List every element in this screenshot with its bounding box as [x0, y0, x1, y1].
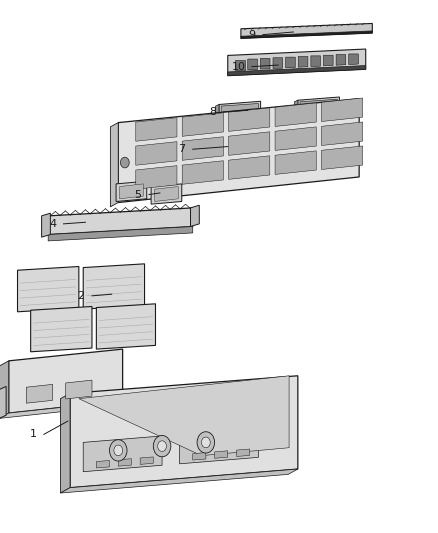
- Polygon shape: [116, 181, 147, 201]
- Polygon shape: [191, 205, 199, 227]
- Polygon shape: [140, 457, 153, 464]
- Polygon shape: [298, 97, 339, 112]
- Polygon shape: [311, 56, 321, 67]
- Polygon shape: [237, 449, 250, 456]
- Polygon shape: [273, 58, 283, 68]
- Polygon shape: [70, 376, 298, 488]
- Polygon shape: [48, 208, 193, 235]
- Polygon shape: [31, 306, 92, 352]
- Polygon shape: [60, 393, 70, 493]
- Text: 4: 4: [49, 219, 56, 229]
- Text: 5: 5: [134, 190, 141, 199]
- Polygon shape: [275, 151, 316, 174]
- Polygon shape: [182, 161, 223, 184]
- Circle shape: [110, 440, 127, 461]
- Polygon shape: [241, 23, 372, 38]
- Text: 1: 1: [29, 430, 36, 439]
- Polygon shape: [248, 59, 258, 70]
- Polygon shape: [155, 187, 178, 201]
- Polygon shape: [66, 380, 92, 399]
- Polygon shape: [79, 376, 289, 456]
- Text: 8: 8: [209, 107, 216, 117]
- Polygon shape: [275, 127, 316, 150]
- Polygon shape: [228, 66, 366, 76]
- Polygon shape: [60, 469, 298, 493]
- Polygon shape: [275, 103, 316, 126]
- Polygon shape: [241, 31, 372, 38]
- Polygon shape: [136, 166, 177, 189]
- Polygon shape: [96, 304, 155, 349]
- Polygon shape: [336, 54, 346, 65]
- Polygon shape: [321, 98, 363, 122]
- Polygon shape: [193, 453, 206, 460]
- Polygon shape: [321, 122, 363, 146]
- Polygon shape: [300, 99, 337, 110]
- Circle shape: [197, 432, 215, 453]
- Polygon shape: [18, 266, 79, 312]
- Polygon shape: [136, 118, 177, 141]
- Polygon shape: [215, 451, 228, 458]
- Text: 10: 10: [232, 62, 246, 71]
- Polygon shape: [324, 55, 333, 66]
- Polygon shape: [136, 142, 177, 165]
- Circle shape: [114, 445, 123, 456]
- Polygon shape: [9, 349, 123, 413]
- Polygon shape: [298, 56, 308, 67]
- Text: 9: 9: [248, 30, 255, 39]
- Polygon shape: [0, 386, 6, 418]
- Polygon shape: [286, 57, 295, 68]
- Polygon shape: [235, 60, 245, 70]
- Polygon shape: [151, 184, 182, 204]
- Circle shape: [120, 157, 129, 168]
- Polygon shape: [120, 184, 143, 199]
- Polygon shape: [0, 361, 9, 418]
- Polygon shape: [349, 54, 358, 64]
- Text: 7: 7: [178, 144, 185, 154]
- Polygon shape: [0, 401, 123, 418]
- Polygon shape: [260, 59, 270, 69]
- Polygon shape: [118, 459, 131, 466]
- Polygon shape: [83, 264, 145, 309]
- Polygon shape: [42, 213, 50, 237]
- Polygon shape: [118, 99, 359, 203]
- Polygon shape: [228, 49, 366, 76]
- Circle shape: [201, 437, 210, 448]
- Polygon shape: [229, 132, 270, 155]
- Polygon shape: [294, 100, 298, 114]
- Polygon shape: [229, 108, 270, 131]
- Polygon shape: [83, 436, 162, 472]
- Polygon shape: [221, 103, 258, 115]
- Polygon shape: [96, 461, 110, 468]
- Polygon shape: [229, 156, 270, 179]
- Polygon shape: [48, 227, 193, 241]
- Circle shape: [153, 435, 171, 457]
- Polygon shape: [180, 428, 258, 464]
- Polygon shape: [182, 137, 223, 160]
- Polygon shape: [182, 113, 223, 136]
- Polygon shape: [215, 104, 219, 118]
- Polygon shape: [321, 146, 363, 169]
- Text: 2: 2: [78, 291, 85, 301]
- Polygon shape: [26, 384, 53, 403]
- Polygon shape: [219, 101, 261, 116]
- Polygon shape: [110, 123, 118, 207]
- Circle shape: [158, 441, 166, 451]
